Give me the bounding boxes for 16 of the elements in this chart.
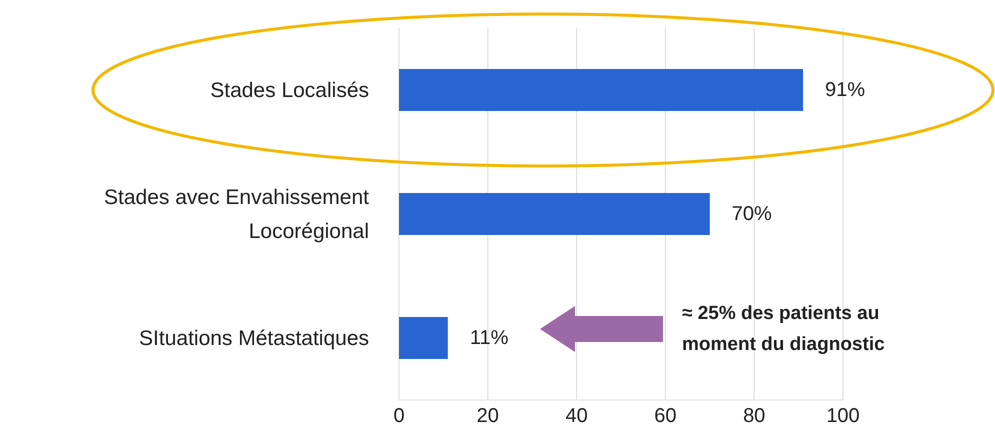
bar (399, 69, 804, 111)
data-label: 11% (470, 327, 509, 349)
data-label: 91% (825, 79, 866, 101)
x-tick-label: 80 (743, 405, 766, 428)
bar (399, 193, 710, 235)
annotation: ≈ 25% des patients au moment du diagnostic (682, 302, 886, 357)
data-label: 70% (732, 203, 772, 225)
y-tick-label: Stades avec Envahissement Locorégional (104, 186, 370, 242)
bar (399, 317, 448, 359)
y-tick-label: Stades Localisés (210, 78, 369, 102)
x-tick-label: 0 (393, 405, 405, 428)
x-tick-label: 100 (826, 405, 860, 428)
x-tick-label: 40 (565, 405, 588, 428)
y-tick-label: SItuations Métastatiques (139, 326, 369, 350)
x-tick-label: 60 (654, 405, 677, 428)
x-tick-label: 20 (476, 405, 499, 428)
